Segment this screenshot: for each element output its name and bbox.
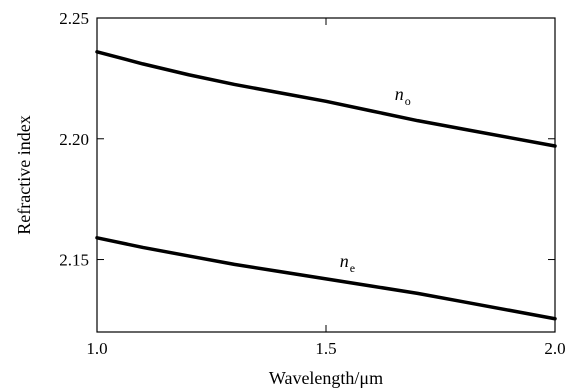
tick-labels: 1.0 1.5 2.0 2.15 2.20 2.25: [59, 9, 565, 358]
series-label-subscript: o: [405, 94, 411, 108]
y-tick-label: 2.25: [59, 9, 89, 28]
series-label-no: no: [395, 84, 411, 108]
x-tick-label: 1.5: [315, 339, 336, 358]
series-lines: [95, 50, 557, 321]
plot-border: [96, 17, 556, 333]
y-tick-label: 2.15: [59, 251, 89, 270]
series-line-no: [95, 50, 557, 148]
plot-frame: [96, 17, 556, 333]
x-tick-label: 1.0: [86, 339, 107, 358]
x-axis-label: Wavelength/μm: [269, 368, 383, 388]
series-label-main: n: [340, 251, 349, 271]
series-label-ne: ne: [340, 251, 355, 275]
series-line-ne: [95, 236, 557, 321]
axis-ticks: [96, 17, 556, 332]
x-tick-label: 2.0: [544, 339, 565, 358]
series-label-main: n: [395, 84, 404, 104]
series-label-subscript: e: [350, 261, 355, 275]
y-axis-label: Refractive index: [14, 115, 34, 234]
y-tick-label: 2.20: [59, 130, 89, 149]
